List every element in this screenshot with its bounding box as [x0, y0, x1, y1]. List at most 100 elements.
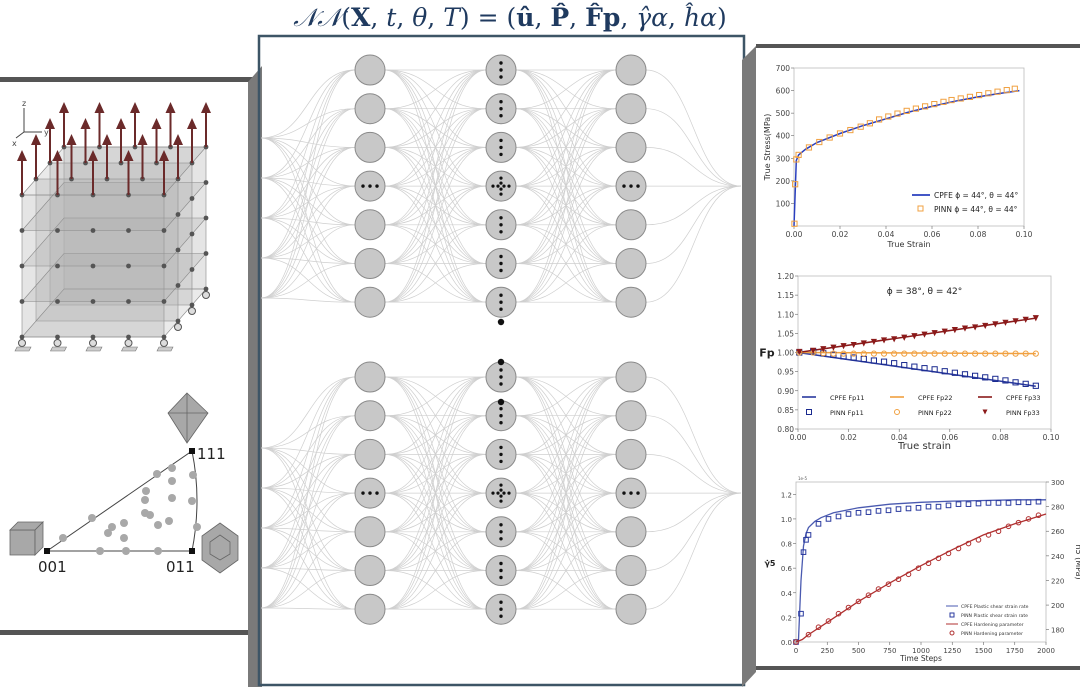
connection-edge: [515, 69, 617, 226]
network-node: [615, 593, 647, 625]
orientation-point: [104, 529, 112, 537]
x-tick-label: 2000: [1037, 647, 1055, 655]
connection-edge: [515, 454, 617, 610]
legend-label: PINN Hardening parameter: [961, 631, 1023, 637]
data-point-square: [951, 369, 958, 376]
data-point-circle: [815, 624, 822, 631]
data-point-square: [880, 358, 888, 365]
data-point-circle: [955, 545, 962, 552]
mesh-node: [175, 212, 181, 217]
orientation-point: [120, 534, 128, 542]
connection-edge: [515, 263, 617, 303]
network-node: [354, 209, 386, 241]
data-point-triangle: [931, 330, 938, 337]
support-base: [14, 346, 32, 352]
connection-edge: [261, 69, 356, 139]
data-point-circle: [1005, 523, 1012, 530]
mesh-node: [175, 283, 181, 288]
ellipsis-dot: [499, 107, 503, 111]
ellipsis-dot: [375, 491, 379, 495]
ellipsis-dot: [636, 184, 640, 188]
data-point-triangle: [1002, 319, 1009, 326]
data-point-square: [825, 516, 832, 522]
mesh-node: [19, 299, 25, 304]
data-point-circle: [985, 532, 992, 538]
y-right-tick-label: 240: [1051, 553, 1064, 561]
ellipsis-dot: [499, 568, 503, 573]
connection-edge: [261, 454, 356, 609]
data-point-triangle: [901, 334, 908, 341]
data-point-square: [1002, 377, 1009, 384]
connection-edge: [261, 137, 356, 187]
data-point-triangle: [796, 348, 803, 356]
data-point-square: [1022, 380, 1029, 387]
ellipsis-dot: [499, 138, 503, 143]
ellipsis-dot: [499, 483, 503, 487]
x-tick-label: 500: [852, 647, 865, 655]
mesh-node: [126, 299, 131, 304]
right-top-rule: [756, 44, 1080, 48]
data-point-square: [840, 353, 847, 360]
data-point-circle: [1012, 350, 1019, 357]
ellipsis-dot: [499, 375, 503, 379]
mesh-node: [161, 263, 167, 269]
data-point-triangle: [961, 325, 969, 332]
orientation-point: [168, 477, 176, 485]
orientation-point: [141, 496, 149, 504]
x-tick-label: 1000: [912, 647, 930, 655]
connection-edge: [384, 376, 487, 455]
data-point-triangle: [1022, 316, 1029, 323]
data-point-triangle: [1032, 315, 1039, 322]
connection-edge: [515, 570, 617, 610]
data-point-square: [836, 130, 844, 137]
mesh-node: [175, 318, 181, 324]
ellipsis-dot: [499, 407, 503, 411]
ellipsis-dot: [491, 184, 495, 188]
arg-x: X: [350, 3, 371, 32]
y-tick-label: 1.0: [781, 516, 792, 524]
out-P: P̂: [550, 3, 570, 32]
plot-area: [793, 67, 1025, 227]
y-tick-label: 200: [776, 177, 791, 186]
ellipsis-dot: [499, 176, 503, 180]
legend-label: PINN Fp22: [918, 409, 952, 417]
data-point-square: [948, 96, 955, 104]
connection-edge: [261, 177, 356, 226]
data-point-square: [903, 107, 910, 114]
load-arrow-icon: [159, 150, 169, 161]
y-tick-label: 0.85: [777, 406, 794, 415]
ellipsis-dot: [361, 491, 365, 495]
data-point-circle: [945, 550, 952, 557]
support-base: [156, 346, 174, 352]
connection-edge: [261, 224, 356, 299]
x-tick-label: 250: [821, 647, 834, 655]
connection-edge: [384, 147, 487, 303]
equation-lhs: 𝒩𝒩(X, t, θ, T): [293, 3, 470, 32]
data-point-circle: [793, 639, 799, 645]
ellipsis-dot: [499, 414, 503, 418]
ellipsis-dot: [499, 523, 503, 527]
y-tick-label: 0.6: [781, 565, 793, 573]
connection-edge: [645, 185, 742, 264]
network-node: [615, 555, 647, 586]
orientation-point: [153, 470, 161, 478]
y-tick-label: 400: [776, 132, 791, 141]
connection-edge: [384, 454, 487, 610]
y-tick-label: 100: [776, 199, 791, 208]
shear-rate-hardening-chart: 0 250 500 750 1000 1250 1500 1750 2000 0.0 0.2 0.4 0…: [764, 476, 1080, 663]
connection-edge: [645, 376, 742, 494]
cube-layer: [49, 162, 193, 306]
data-point-square: [994, 88, 1001, 95]
ellipsis-dot: [499, 223, 503, 227]
connection-edge: [515, 69, 617, 110]
load-arrow-icon: [165, 102, 176, 113]
data-point-circle: [830, 350, 837, 357]
data-point-circle: [972, 350, 979, 357]
connection-edge: [261, 108, 356, 299]
connection-edge: [384, 69, 487, 148]
legend-label-pinn: PINN ϕ = 44°, θ = 44°: [934, 205, 1018, 214]
data-point-square: [935, 503, 942, 510]
load-arrow-icon: [187, 118, 197, 129]
connection-edge: [261, 527, 356, 571]
mesh-node: [55, 228, 60, 233]
